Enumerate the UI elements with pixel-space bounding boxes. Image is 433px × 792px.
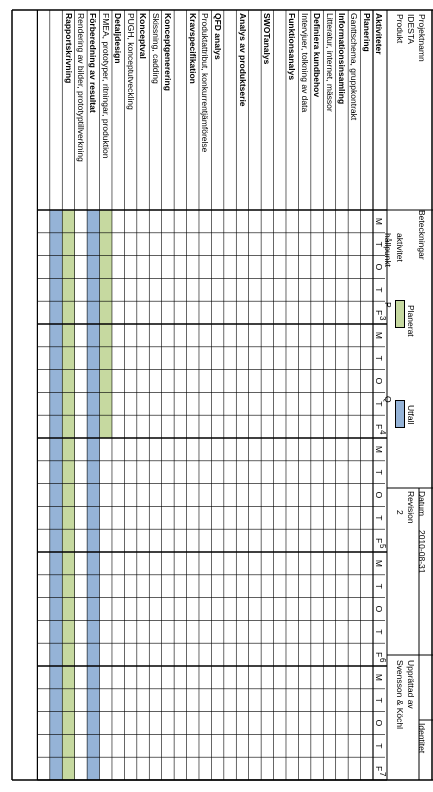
day-label: T [374,629,384,635]
day-label: T [374,583,384,589]
activity-label: Definiera kundbehov [312,13,323,98]
date-label: Datum [417,491,427,517]
legend-label: Beteckningar [417,210,427,260]
activity-label: Produktattribut, konkurrentjämförelse [200,13,211,153]
day-label: F [374,651,384,658]
day-label: T [374,697,384,703]
planned-legend-swatch [395,300,405,328]
activity-label: Skissning, cadding [150,13,161,84]
date-value: 2010-08-31 [417,530,427,574]
week-number: 3 [378,316,387,321]
activity-label: Analys av produktserie [237,13,248,107]
day-label: M [374,217,384,225]
activity-label: SWOTanalys [262,13,273,65]
week-number: 7 [378,772,387,777]
prepared-value: Svensson & Köchl [395,660,405,729]
day-label: F [374,423,384,430]
gantt-bar-outcome [87,210,100,780]
outcome-label: Utfall [406,405,416,425]
week-number: 4 [378,430,387,435]
day-label: T [374,287,384,293]
prepared-label: Upprättad av [406,660,416,709]
project-label: Projektnamn [417,14,427,62]
activity-label: Litteratur, internet, mässor [324,13,335,112]
activity-label: QFD analys [212,13,223,60]
activity-label: Rendering av bilder, prototyptillverknin… [75,13,86,162]
week-number: 5 [378,544,387,549]
day-label: T [374,515,384,521]
day-label: M [374,559,384,567]
day-label: M [374,673,384,681]
activity-label: Rapportskrivning [63,13,74,84]
day-label: O [374,377,384,385]
gantt-bar-planned [62,210,75,780]
day-label: M [374,445,384,453]
revision-value: 2 [395,510,405,515]
day-label: T [374,469,384,475]
day-label: F [374,765,384,772]
activity-label: PUGH, konceptutveckling [125,13,136,110]
project-name: IDESTA [406,14,416,45]
day-label: M [374,331,384,339]
activity-label: Intervjuer, tolkning av data [299,13,310,113]
activities-heading: Aktiviteter [374,13,385,55]
identity-label: Identitet [417,723,427,754]
day-label: T [374,401,384,407]
day-label: T [374,241,384,247]
activity-label: Informationsinsamling [337,13,348,105]
planned-label: Planerat [406,305,416,337]
activity-label: Planering [361,13,372,52]
activity-label: aktivitet [395,233,405,262]
day-label: O [374,719,384,727]
activity-label: Förberedning av resultat [88,13,99,113]
activity-label: Ganttschema, gruppkontrakt [349,13,360,121]
day-label: O [374,491,384,499]
activity-label: Konceptval [138,13,149,59]
day-label: F [374,537,384,544]
day-label: O [374,263,384,271]
activity-label: Konceptgenerering [163,13,173,91]
day-label: F [374,309,384,316]
day-label: O [374,605,384,613]
activity-label: Kravspecifikation [187,13,198,84]
gantt-bar-outcome [49,210,63,780]
revision-label: Revision [406,491,416,524]
day-label: T [374,355,384,361]
day-label: T [374,743,384,749]
outcome-legend-swatch [395,400,405,428]
week-number: 6 [378,658,387,663]
activity-label: Funktionsanalys [287,13,298,81]
activity-label: FMEA, prototyper, ritningar, produktion [100,13,111,159]
activity-label: Detaljdesign [113,13,124,64]
product-label: Produkt [395,14,405,44]
